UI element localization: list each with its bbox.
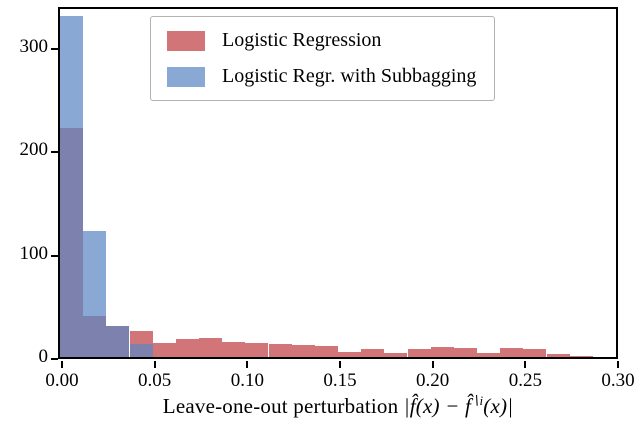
bar-logistic-regression [245, 342, 269, 357]
x-axis-label-superscript: ∖i [471, 393, 484, 408]
x-tick-mark [246, 361, 249, 368]
bar-logistic-regression [175, 339, 199, 357]
bar-logistic-regression [291, 344, 315, 357]
y-tick-label: 100 [19, 242, 49, 264]
x-axis-label-math: |f̂(x) − f̂ [403, 394, 471, 418]
y-tick-mark [51, 254, 58, 257]
x-tick-mark [524, 361, 527, 368]
x-tick-mark [61, 361, 63, 368]
x-tick-label: 0.20 [416, 370, 450, 391]
y-tick-mark [51, 48, 58, 51]
bar-logistic-regression [268, 343, 292, 357]
x-tick-label: 0.10 [230, 370, 264, 391]
bar-logistic-regression [407, 348, 431, 357]
x-axis-label-math-end: (x)| [483, 394, 514, 418]
bar-logistic-regr-subbagging [106, 326, 130, 357]
x-tick-label: 0.15 [323, 370, 357, 391]
x-tick-label: 0.05 [138, 370, 172, 391]
bar-logistic-regr-subbagging [83, 231, 107, 357]
bar-logistic-regr-subbagging [129, 343, 153, 357]
plot-area: Logistic Regression Logistic Regr. with … [20, 7, 635, 391]
legend-item-logistic-regression: Logistic Regression [167, 29, 476, 52]
x-axis-label: Leave-one-out perturbation |f̂(x) − f̂∖i… [58, 393, 618, 419]
x-tick-mark [431, 361, 434, 368]
y-tick-label: 200 [19, 139, 49, 161]
x-tick-label: 0.25 [508, 370, 542, 391]
y-tick-label: 0 [38, 346, 49, 367]
bar-logistic-regression [569, 355, 593, 357]
legend-label-logistic-regression: Logistic Regression [222, 29, 382, 51]
bar-logistic-regression [222, 341, 246, 357]
legend-swatch-red [167, 30, 205, 51]
legend-swatch-blue [167, 66, 205, 87]
bar-logistic-regr-subbagging [60, 16, 84, 357]
x-axis-label-text: Leave-one-out perturbation [162, 394, 404, 418]
bar-logistic-regression [477, 352, 501, 357]
bar-logistic-regression [361, 348, 385, 357]
y-tick-mark [51, 358, 58, 360]
y-tick-mark [51, 151, 58, 154]
x-tick-mark [339, 361, 341, 368]
bar-logistic-regression [384, 352, 408, 357]
bar-logistic-regression [453, 347, 477, 357]
y-tick-label: 300 [19, 36, 49, 58]
bar-logistic-regression [500, 347, 524, 357]
x-tick-label: 0.00 [45, 370, 79, 391]
bar-logistic-regression [152, 342, 176, 357]
bar-logistic-regression [546, 353, 570, 357]
bar-logistic-regression [199, 338, 223, 357]
x-tick-mark [617, 361, 619, 368]
x-tick-mark [153, 361, 156, 368]
legend-label-subbagging: Logistic Regr. with Subbagging [222, 65, 477, 87]
legend-item-subbagging: Logistic Regr. with Subbagging [167, 65, 476, 88]
legend: Logistic Regression Logistic Regr. with … [150, 16, 496, 101]
bar-logistic-regression [314, 345, 338, 357]
x-tick-label: 0.30 [601, 370, 635, 391]
bar-logistic-regression [430, 346, 454, 357]
series-logistic-regr-subbagging [60, 9, 616, 357]
bar-logistic-regression [523, 348, 547, 357]
bar-logistic-regression [338, 351, 362, 357]
